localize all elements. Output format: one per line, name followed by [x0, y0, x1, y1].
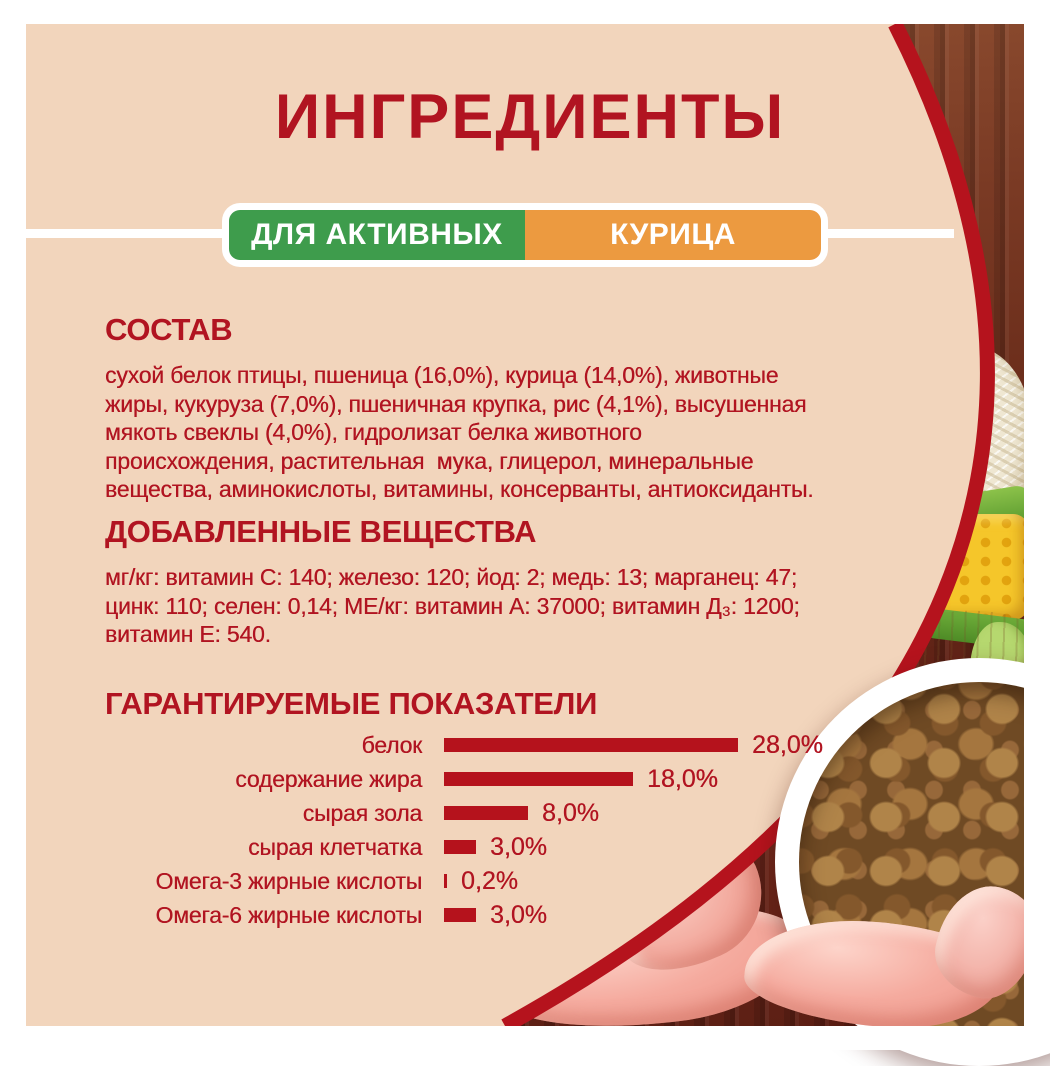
- additives-body: мг/кг: витамин С: 140; железо: 120; йод:…: [105, 564, 800, 647]
- product-badges: ДЛЯ АКТИВНЫХ КУРИЦА: [222, 203, 828, 267]
- section-guaranteed: ГАРАНТИРУЕМЫЕ ПОКАЗАТЕЛИ: [105, 686, 965, 735]
- chart-category-label: сырая клетчатка: [248, 833, 422, 860]
- chart-bar: [444, 772, 633, 786]
- chart-value-label: 0,2%: [461, 866, 518, 895]
- chart-row: Омега-3 жирные кислоты 0,2%: [100, 864, 860, 898]
- section-composition: СОСТАВ сухой белок птицы, пшеница (16,0%…: [105, 312, 965, 504]
- badge-chicken-label: КУРИЦА: [610, 218, 736, 251]
- page-title: ИНГРЕДИЕНТЫ: [274, 82, 786, 152]
- chart-row: содержание жира 18,0%: [100, 762, 860, 796]
- chart-category-label: белок: [361, 731, 423, 758]
- chart-category-label: содержание жира: [235, 765, 422, 792]
- badge-for-active: ДЛЯ АКТИВНЫХ: [229, 210, 525, 260]
- panel-red-border-arc: [501, 20, 995, 1033]
- section-additives: ДОБАВЛЕННЫЕ ВЕЩЕСТВА мг/кг: витамин С: 1…: [105, 514, 985, 649]
- guaranteed-heading: ГАРАНТИРУЕМЫЕ ПОКАЗАТЕЛИ: [105, 686, 598, 721]
- chart-row: сырая клетчатка 3,0%: [100, 830, 860, 864]
- chart-bar: [444, 806, 528, 820]
- chart-value-label: 28,0%: [752, 730, 823, 759]
- page-frame: [1024, 0, 1050, 1050]
- chart-category-label: сырая зола: [302, 799, 422, 826]
- chart-value-label: 3,0%: [490, 900, 547, 929]
- divider-line-left: [26, 229, 222, 238]
- guaranteed-indicators-chart: белок 28,0% содержание жира 18,0% сырая зола…: [100, 728, 860, 932]
- chart-bar: [444, 874, 447, 888]
- panel-background: [26, 24, 988, 1026]
- page-frame: [0, 0, 1050, 24]
- page-frame: [0, 1026, 1050, 1050]
- chart-category-label: Омега-6 жирные кислоты: [155, 901, 423, 928]
- badge-chicken: КУРИЦА: [525, 210, 821, 260]
- composition-body: сухой белок птицы, пшеница (16,0%), кури…: [105, 362, 814, 502]
- chart-bar: [444, 840, 476, 854]
- chart-bar: [444, 908, 476, 922]
- chart-value-label: 18,0%: [647, 764, 718, 793]
- badge-for-active-label: ДЛЯ АКТИВНЫХ: [251, 218, 503, 251]
- chart-row: сырая зола 8,0%: [100, 796, 860, 830]
- additives-heading: ДОБАВЛЕННЫЕ ВЕЩЕСТВА: [105, 514, 537, 549]
- composition-heading: СОСТАВ: [105, 312, 233, 347]
- page-frame: [0, 0, 26, 1050]
- chart-bar: [444, 738, 738, 752]
- chart-row: белок 28,0%: [100, 728, 860, 762]
- chart-value-label: 3,0%: [490, 832, 547, 861]
- chart-value-label: 8,0%: [542, 798, 599, 827]
- divider-line-right: [828, 229, 954, 238]
- chart-category-label: Омега-3 жирные кислоты: [155, 867, 423, 894]
- chart-row: Омега-6 жирные кислоты 3,0%: [100, 898, 860, 932]
